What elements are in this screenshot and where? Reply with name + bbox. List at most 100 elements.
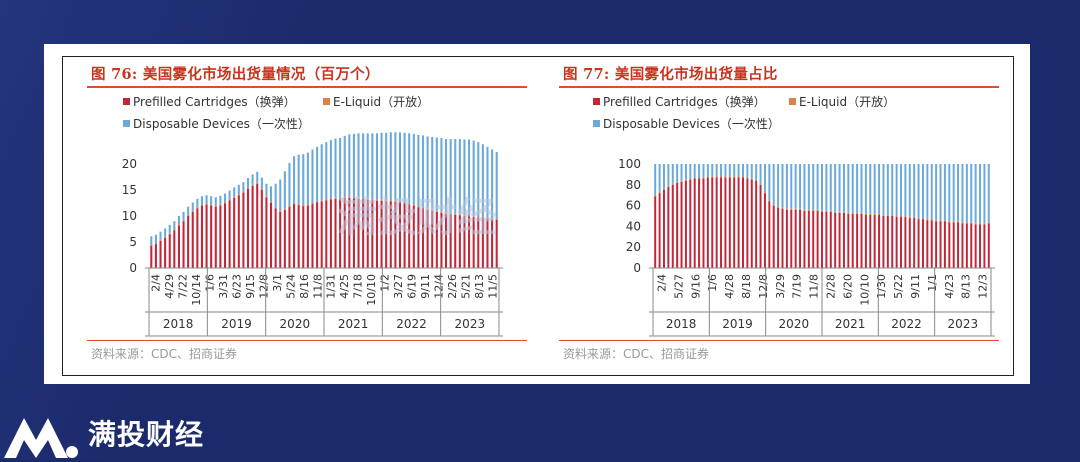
chart-76-bar-disposable (343, 135, 346, 198)
chart-77-bar-eliquid (987, 222, 990, 224)
chart-76-bar-prefilled (168, 234, 171, 268)
chart-77-bar-disposable (750, 164, 753, 179)
chart-76-y-tick-label: 0 (129, 261, 137, 275)
chart-77-legend-label: Disposable Devices（一次性） (603, 117, 780, 131)
chart-77-year-label: 2018 (666, 317, 697, 331)
chart-76-bar-eliquid (306, 204, 309, 206)
chart-76-bar-disposable (385, 132, 388, 201)
chart-77-legend-swatch (789, 98, 796, 105)
chart-77-bar-eliquid (864, 213, 867, 215)
chart-77-bar-eliquid (961, 222, 964, 224)
chart-77-bar-disposable (746, 164, 749, 178)
chart-77-year-label: 2021 (835, 317, 866, 331)
chart-77-bar-prefilled (816, 210, 819, 268)
chart-76-bar-disposable (472, 140, 475, 216)
chart-77-bar-disposable (900, 164, 903, 216)
chart-77-bar-disposable (698, 164, 701, 178)
chart-77-bar-eliquid (755, 179, 758, 181)
chart-77-bar-disposable (983, 164, 986, 224)
chart-76-bar-disposable (173, 221, 176, 230)
chart-76-bar-eliquid (297, 204, 300, 206)
chart-76-bar-prefilled (182, 221, 185, 268)
chart-76-bar-eliquid (389, 200, 392, 202)
chart-77-bar-prefilled (957, 222, 960, 268)
chart-77-bar-eliquid (957, 221, 960, 223)
chart-77-bar-disposable (781, 164, 784, 208)
chart-77-bar-eliquid (781, 207, 784, 209)
chart-77-bar-disposable (979, 164, 982, 224)
chart-77-bar-eliquid (777, 206, 780, 208)
chart-76-plot: Prefilled Cartridges（换弹） E-Liquid（开放） Disp… (122, 94, 503, 337)
chart-77-x-tick-label: 12/3 (977, 274, 990, 299)
chart-76-bar-eliquid (233, 196, 236, 198)
chart-76-y-tick-label: 10 (122, 209, 137, 223)
chart-76-year-label: 2019 (221, 317, 252, 331)
chart-76-bar-eliquid (173, 229, 176, 231)
chart-76-bar-eliquid (329, 198, 332, 200)
chart-77-bar-disposable (834, 164, 837, 212)
chart-76-bar-disposable (205, 195, 208, 204)
chart-76-bar-disposable (251, 174, 254, 185)
chart-77-bar-prefilled (917, 219, 920, 268)
chart-77-bar-eliquid (952, 221, 955, 223)
chart-77-legend-swatch (593, 120, 600, 127)
chart-76-bar-prefilled (380, 200, 383, 268)
chart-77-bar-prefilled (987, 223, 990, 268)
chart-77-bar-eliquid (904, 216, 907, 218)
chart-77-bar-disposable (742, 164, 744, 177)
chart-76-bar-eliquid (154, 243, 157, 245)
chart-77-plot: Prefilled Cartridges（换弹） E-Liquid（开放） Disp… (593, 94, 995, 337)
chart-77-bar-eliquid (750, 178, 753, 180)
chart-76-bar-prefilled (486, 218, 489, 268)
chart-77-y-tick-label: 60 (626, 199, 641, 213)
chart-77-bar-disposable (702, 164, 705, 178)
chart-76-bar-prefilled (293, 204, 296, 268)
chart-76-bar-eliquid (302, 205, 305, 207)
chart-77-bar-disposable (917, 164, 920, 219)
chart-76-x-tick-label: 7/18 (352, 274, 365, 299)
chart-76-bar-disposable (219, 195, 222, 205)
chart-77-bar-eliquid (715, 176, 718, 178)
chart-76-bar-disposable (154, 234, 157, 244)
chart-77-source-rule (559, 340, 999, 341)
chart-76-bar-disposable (233, 187, 236, 197)
chart-76-bar-disposable (283, 171, 286, 209)
chart-76-bar-disposable (458, 139, 461, 215)
chart-77-bar-prefilled (715, 177, 718, 268)
chart-76-bar-disposable (279, 179, 282, 211)
chart-77-bar-disposable (667, 164, 670, 186)
chart-77-bar-disposable (961, 164, 964, 223)
chart-76-bar-eliquid (150, 244, 153, 246)
chart-77-bar-disposable (926, 164, 929, 220)
chart-77-bar-eliquid (658, 192, 661, 194)
chart-77-bar-prefilled (847, 213, 850, 268)
chart-76-bar-disposable (311, 149, 314, 203)
chart-76-bar-prefilled (348, 197, 351, 268)
chart-76-x-tick-label: 4/29 (163, 274, 176, 299)
chart-77-bar-disposable (807, 164, 810, 210)
chart-76-bar-prefilled (357, 198, 360, 268)
chart-76-bar-eliquid (223, 202, 227, 204)
chart-76-bar-disposable (449, 139, 452, 214)
chart-77-bar-prefilled (689, 179, 692, 268)
chart-77-bar-eliquid (724, 176, 727, 178)
chart-76-bar-prefilled (242, 192, 245, 268)
chart-76-bar-eliquid (279, 210, 282, 212)
chart-76-bar-disposable (445, 139, 448, 213)
chart-77-bar-disposable (676, 164, 679, 182)
chart-76-x-tick-label: 3/1 (271, 274, 284, 292)
chart-76-bar-eliquid (200, 204, 203, 206)
chart-77-bar-prefilled (904, 217, 907, 268)
chart-77-bar-eliquid (878, 213, 881, 215)
chart-77-bar-prefilled (860, 213, 863, 268)
chart-77-bar-prefilled (772, 205, 775, 268)
chart-77-bar-prefilled (759, 184, 762, 268)
chart-76-x-tick-label: 10/10 (365, 274, 378, 306)
chart-77-bar-prefilled (869, 214, 872, 268)
chart-76-bar-prefilled (205, 204, 208, 268)
chart-77-year-label: 2023 (948, 317, 979, 331)
chart-77-bar-eliquid (794, 208, 797, 210)
chart-76-bar-disposable (182, 211, 185, 221)
chart-76-bar-prefilled (246, 188, 250, 268)
chart-77-bar-eliquid (983, 223, 986, 225)
